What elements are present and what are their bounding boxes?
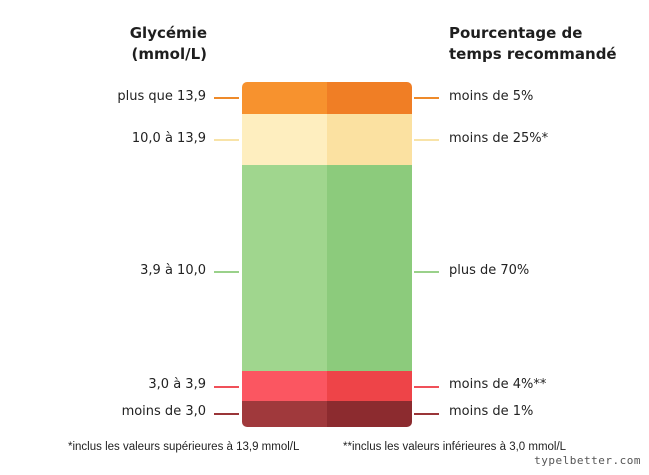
time-label-very-low: moins de 1% xyxy=(449,404,534,419)
segment-very-low xyxy=(242,401,412,427)
tick-left-low xyxy=(214,386,239,388)
footnote-below-range: **inclus les valeurs inférieures à 3,0 m… xyxy=(343,441,567,453)
segment-high-left xyxy=(242,114,327,165)
tick-right-high xyxy=(414,139,439,141)
glucose-label-very-high: plus que 13,9 xyxy=(117,89,206,104)
time-label-target: plus de 70% xyxy=(449,263,530,278)
watermark: typelbetter.com xyxy=(534,454,641,467)
segment-very-high xyxy=(242,82,412,114)
tick-right-very-high xyxy=(414,97,439,99)
range-bar xyxy=(242,82,412,427)
glucose-label-target: 3,9 à 10,0 xyxy=(140,263,206,278)
time-label-low: moins de 4%** xyxy=(449,377,547,392)
time-heading-line-2: temps recommandé xyxy=(449,45,617,63)
tick-right-very-low xyxy=(414,413,439,415)
segment-target-left xyxy=(242,165,327,371)
segment-very-high-right xyxy=(327,82,412,114)
glucose-heading-line-1: Glycémie xyxy=(129,24,207,42)
segment-high xyxy=(242,114,412,165)
time-label-very-high: moins de 5% xyxy=(449,89,534,104)
glucose-label-very-low: moins de 3,0 xyxy=(121,404,206,419)
glucose-heading: Glycémie (mmol/L) xyxy=(130,23,207,65)
segment-very-low-left xyxy=(242,401,327,427)
tick-left-very-high xyxy=(214,97,239,99)
segment-low-left xyxy=(242,371,327,401)
glucose-heading-line-2: (mmol/L) xyxy=(131,45,207,63)
segment-low xyxy=(242,371,412,401)
segment-very-low-right xyxy=(327,401,412,427)
glucose-label-high: 10,0 à 13,9 xyxy=(131,131,206,146)
segment-low-right xyxy=(327,371,412,401)
tick-left-high xyxy=(214,139,239,141)
glucose-label-low: 3,0 à 3,9 xyxy=(148,377,206,392)
tick-right-low xyxy=(414,386,439,388)
segment-high-right xyxy=(327,114,412,165)
tick-right-target xyxy=(414,271,439,273)
tick-left-target xyxy=(214,271,239,273)
segment-very-high-left xyxy=(242,82,327,114)
footnote-above-range: *inclus les valeurs supérieures à 13,9 m… xyxy=(68,441,300,453)
tick-left-very-low xyxy=(214,413,239,415)
time-heading: Pourcentage de temps recommandé xyxy=(449,23,617,65)
segment-target xyxy=(242,165,412,371)
time-label-high: moins de 25%* xyxy=(449,131,549,146)
time-heading-line-1: Pourcentage de xyxy=(449,24,583,42)
segment-target-right xyxy=(327,165,412,371)
